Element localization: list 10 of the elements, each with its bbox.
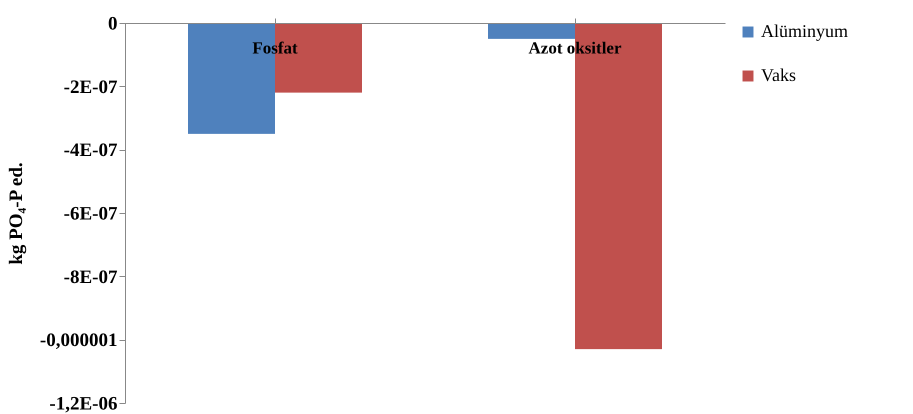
y-tick-label: -1,2E-06: [49, 394, 118, 414]
legend-label: Alüminyum: [761, 21, 848, 41]
y-tick-label: -4E-07: [64, 140, 118, 162]
y-tick-label: -8E-07: [64, 266, 118, 288]
y-tick-label: -6E-07: [64, 204, 118, 224]
y-tick-label: 0: [108, 14, 118, 34]
y-axis-title: kg PO₄-P ed.: [6, 162, 27, 265]
y-tick-label: -2E-07: [64, 76, 118, 98]
legend-label: Vaks: [761, 65, 796, 85]
y-tick-label: -0,000001: [40, 330, 118, 352]
